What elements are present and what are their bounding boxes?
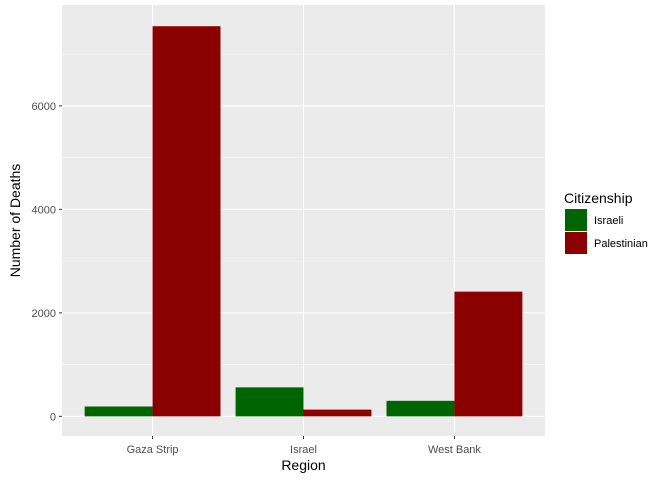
x-tick-label: West Bank [428,444,481,456]
bar-israeli-gaza-strip [84,406,153,417]
x-axis-ticks: Gaza Strip Israel West Bank [127,436,481,456]
legend-key-palestinian [565,232,587,254]
y-tick-label: 6000 [32,101,56,113]
y-axis-title: Number of Deaths [7,164,23,278]
x-tick-label: Gaza Strip [127,444,179,456]
legend-label-israeli: Israeli [594,215,623,227]
bar-palestinian-gaza-strip [152,26,221,417]
x-tick-label: Israel [290,444,317,456]
y-tick-label: 0 [50,411,56,423]
bar-israeli-west-bank [386,400,455,417]
x-axis-title: Region [281,457,325,473]
y-tick-label: 4000 [32,204,56,216]
bar-palestinian-west-bank [454,291,523,417]
y-tick-label: 2000 [32,308,56,320]
legend-key-israeli [565,209,587,231]
y-axis-ticks: 0 2000 4000 6000 [32,101,62,423]
bars [84,26,523,417]
legend-title: Citizenship [564,190,633,206]
legend: Citizenship Israeli Palestinian [564,190,648,254]
legend-label-palestinian: Palestinian [594,238,648,250]
bar-israeli-israel [235,387,304,417]
bar-palestinian-israel [303,409,372,417]
